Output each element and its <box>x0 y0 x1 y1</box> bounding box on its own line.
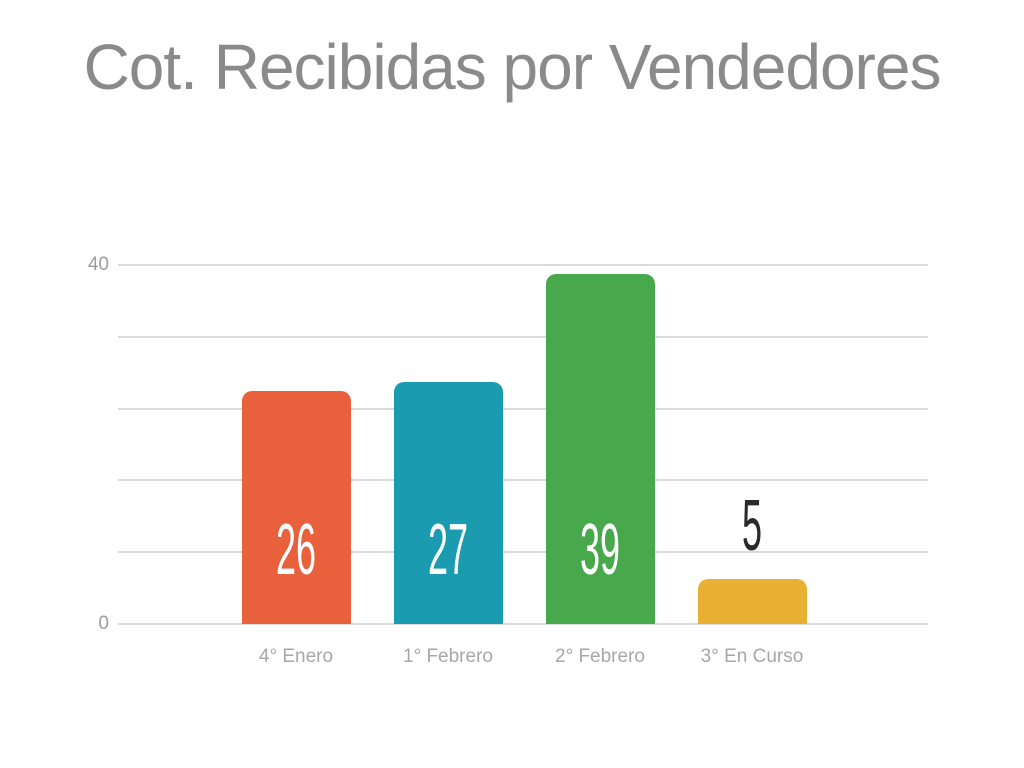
bar-3: 39 <box>545 273 655 624</box>
bar-4 <box>697 579 807 624</box>
bar-value-label: 26 <box>275 510 317 590</box>
gridline <box>118 551 928 554</box>
gridline <box>118 264 928 266</box>
bar-value-label: 5 <box>741 486 763 567</box>
bar-2: 27 <box>393 381 503 624</box>
gridline <box>118 479 928 482</box>
bar-1: 26 <box>241 390 351 624</box>
x-axis-category-label: 3° En Curso <box>700 646 804 667</box>
chart-title: Cot. Recibidas por Vendedores <box>83 31 942 103</box>
x-axis-category-label: 1° Febrero <box>403 646 493 667</box>
x-axis-category-label: 4° Enero <box>258 646 334 667</box>
y-axis-tick-label: 40 <box>87 254 109 275</box>
bar-value-label: 39 <box>579 510 621 590</box>
gridline <box>118 407 928 410</box>
chart-plot-area: 40 0 26 27 39 5 4° Enero 1° Febrero 2° Febrero… <box>88 254 928 667</box>
x-axis-category-label: 2° Febrero <box>555 646 645 667</box>
gridline <box>118 335 928 338</box>
y-axis-tick-label: 0 <box>98 613 109 634</box>
gridline <box>118 623 928 625</box>
bar-value-label: 27 <box>427 510 469 590</box>
